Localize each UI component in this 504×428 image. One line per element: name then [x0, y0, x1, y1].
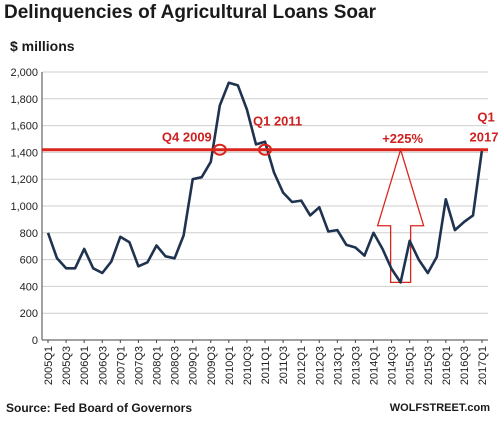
x-tick-label: 2011Q1: [260, 346, 272, 384]
x-tick-label: 2014Q1: [369, 346, 381, 385]
x-tick-label: 2016Q1: [441, 346, 453, 385]
x-tick-label: 2016Q3: [459, 346, 471, 385]
brand-label: WOLFSTREET.com: [389, 402, 490, 414]
annotation-label: +225%: [382, 131, 423, 146]
x-tick-label: 2006Q3: [97, 346, 109, 385]
x-tick-label: 2013Q1: [332, 346, 344, 385]
x-tick-label: 2009Q1: [188, 346, 200, 385]
highlight-circle: [258, 143, 272, 156]
y-tick-label: 1,400: [10, 147, 38, 159]
chart-title: Delinquencies of Agricultural Loans Soar: [4, 2, 376, 23]
annotation-label: Q4 2009: [162, 130, 212, 145]
highlight-circle: [212, 143, 227, 156]
series-line: [46, 81, 484, 284]
x-tick-label: 2007Q1: [115, 346, 127, 385]
x-tick-label: 2008Q3: [170, 346, 182, 385]
x-tick-label: 2013Q3: [350, 346, 362, 385]
y-tick-label: 400: [20, 281, 38, 293]
x-tick-label: 2012Q1: [296, 346, 308, 385]
x-tick-label: 2014Q3: [387, 346, 399, 385]
annotations: Q4 2009 Q1 2011 Q1 2017 +225%: [162, 110, 499, 146]
annotation-label: Q1: [477, 110, 494, 125]
y-tick-label: 0: [32, 335, 38, 347]
x-tick-label: 2017Q1: [477, 346, 489, 385]
increase-arrow: [376, 147, 425, 284]
y-tick-label: 1,800: [10, 94, 38, 106]
annotation-label: 2017: [470, 130, 499, 145]
x-tick-label: 2010Q1: [224, 346, 236, 385]
x-tick-label: 2005Q3: [61, 346, 73, 385]
x-tick-label: 2015Q1: [405, 346, 417, 385]
arrow-outline: [376, 147, 425, 284]
y-tick-label: 800: [20, 228, 38, 240]
y-tick-label: 1,600: [10, 121, 38, 133]
x-tick-label: 2008Q1: [152, 346, 164, 385]
highlight-markers: [212, 143, 272, 156]
x-axis-ticks: 2005Q1 2005Q3 2006Q1 2006Q3 2007Q1 2007Q3 2008…: [43, 340, 489, 385]
y-axis-ticks: 0 200 400 600 800 1,000 1,200 1,400 1,600 1,800 2,…: [10, 67, 38, 347]
annotation-label: Q1 2011: [253, 114, 302, 129]
y-tick-label: 2,000: [10, 67, 38, 79]
x-tick-label: 2015Q3: [423, 346, 435, 385]
y-tick-label: 1,000: [10, 201, 38, 213]
source-note: Source: Fed Board of Governors: [6, 401, 193, 415]
y-tick-label: 600: [20, 255, 38, 267]
x-tick-label: 2006Q1: [79, 346, 91, 385]
x-tick-label: 2011Q3: [278, 346, 290, 384]
x-tick-label: 2010Q3: [242, 346, 254, 385]
y-tick-label: 200: [20, 308, 38, 320]
gridlines: [42, 71, 488, 314]
x-tick-label: 2007Q3: [133, 346, 145, 385]
series-lines: [46, 81, 484, 284]
y-axis-unit-label: $ millions: [10, 38, 75, 54]
x-tick-label: 2009Q3: [206, 346, 218, 385]
x-tick-label: 2005Q1: [43, 346, 55, 385]
x-tick-label: 2012Q3: [314, 346, 326, 385]
y-tick-label: 1,200: [10, 174, 38, 186]
